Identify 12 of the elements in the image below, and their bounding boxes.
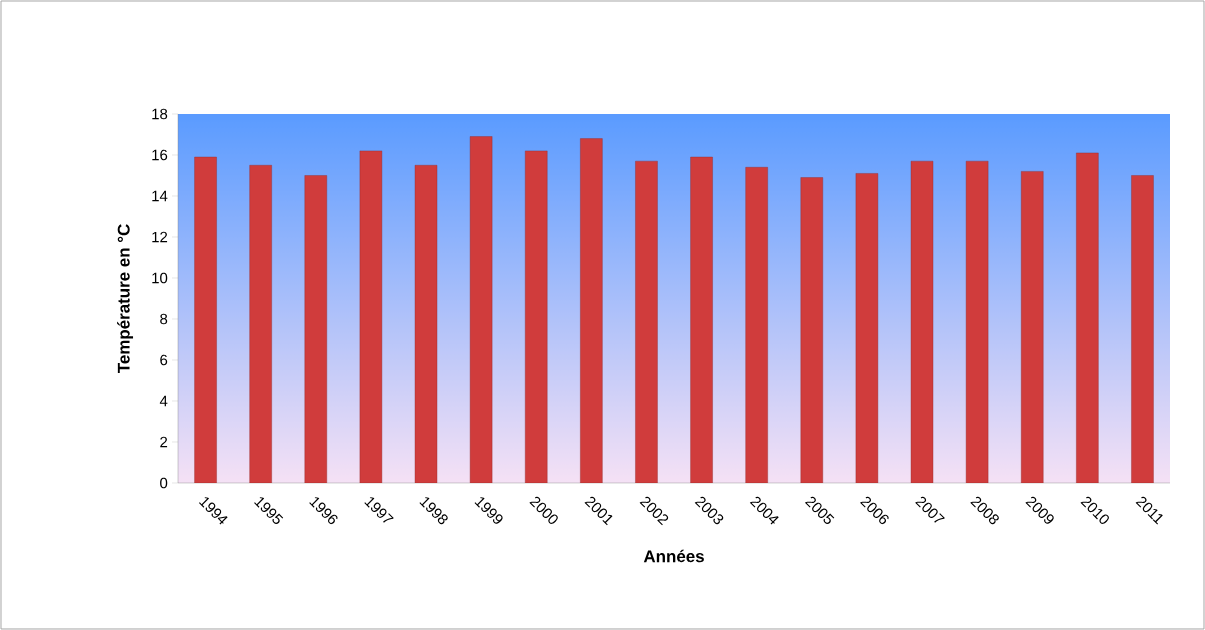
y-tick-label: 10 [152, 272, 168, 284]
y-axis-title: Température en °C [117, 224, 134, 374]
y-tick-label: 8 [160, 313, 168, 325]
y-tick-label: 2 [160, 436, 168, 448]
x-axis-title: Années [643, 549, 704, 563]
y-tick-label: 6 [160, 354, 168, 366]
y-tick-label: 18 [152, 108, 168, 120]
y-tick-label: 12 [152, 231, 168, 243]
y-tick-label: 14 [152, 190, 168, 202]
y-tick-label: 16 [152, 149, 168, 161]
y-tick-label: 4 [159, 395, 168, 407]
y-tick-label: 0 [160, 477, 168, 489]
